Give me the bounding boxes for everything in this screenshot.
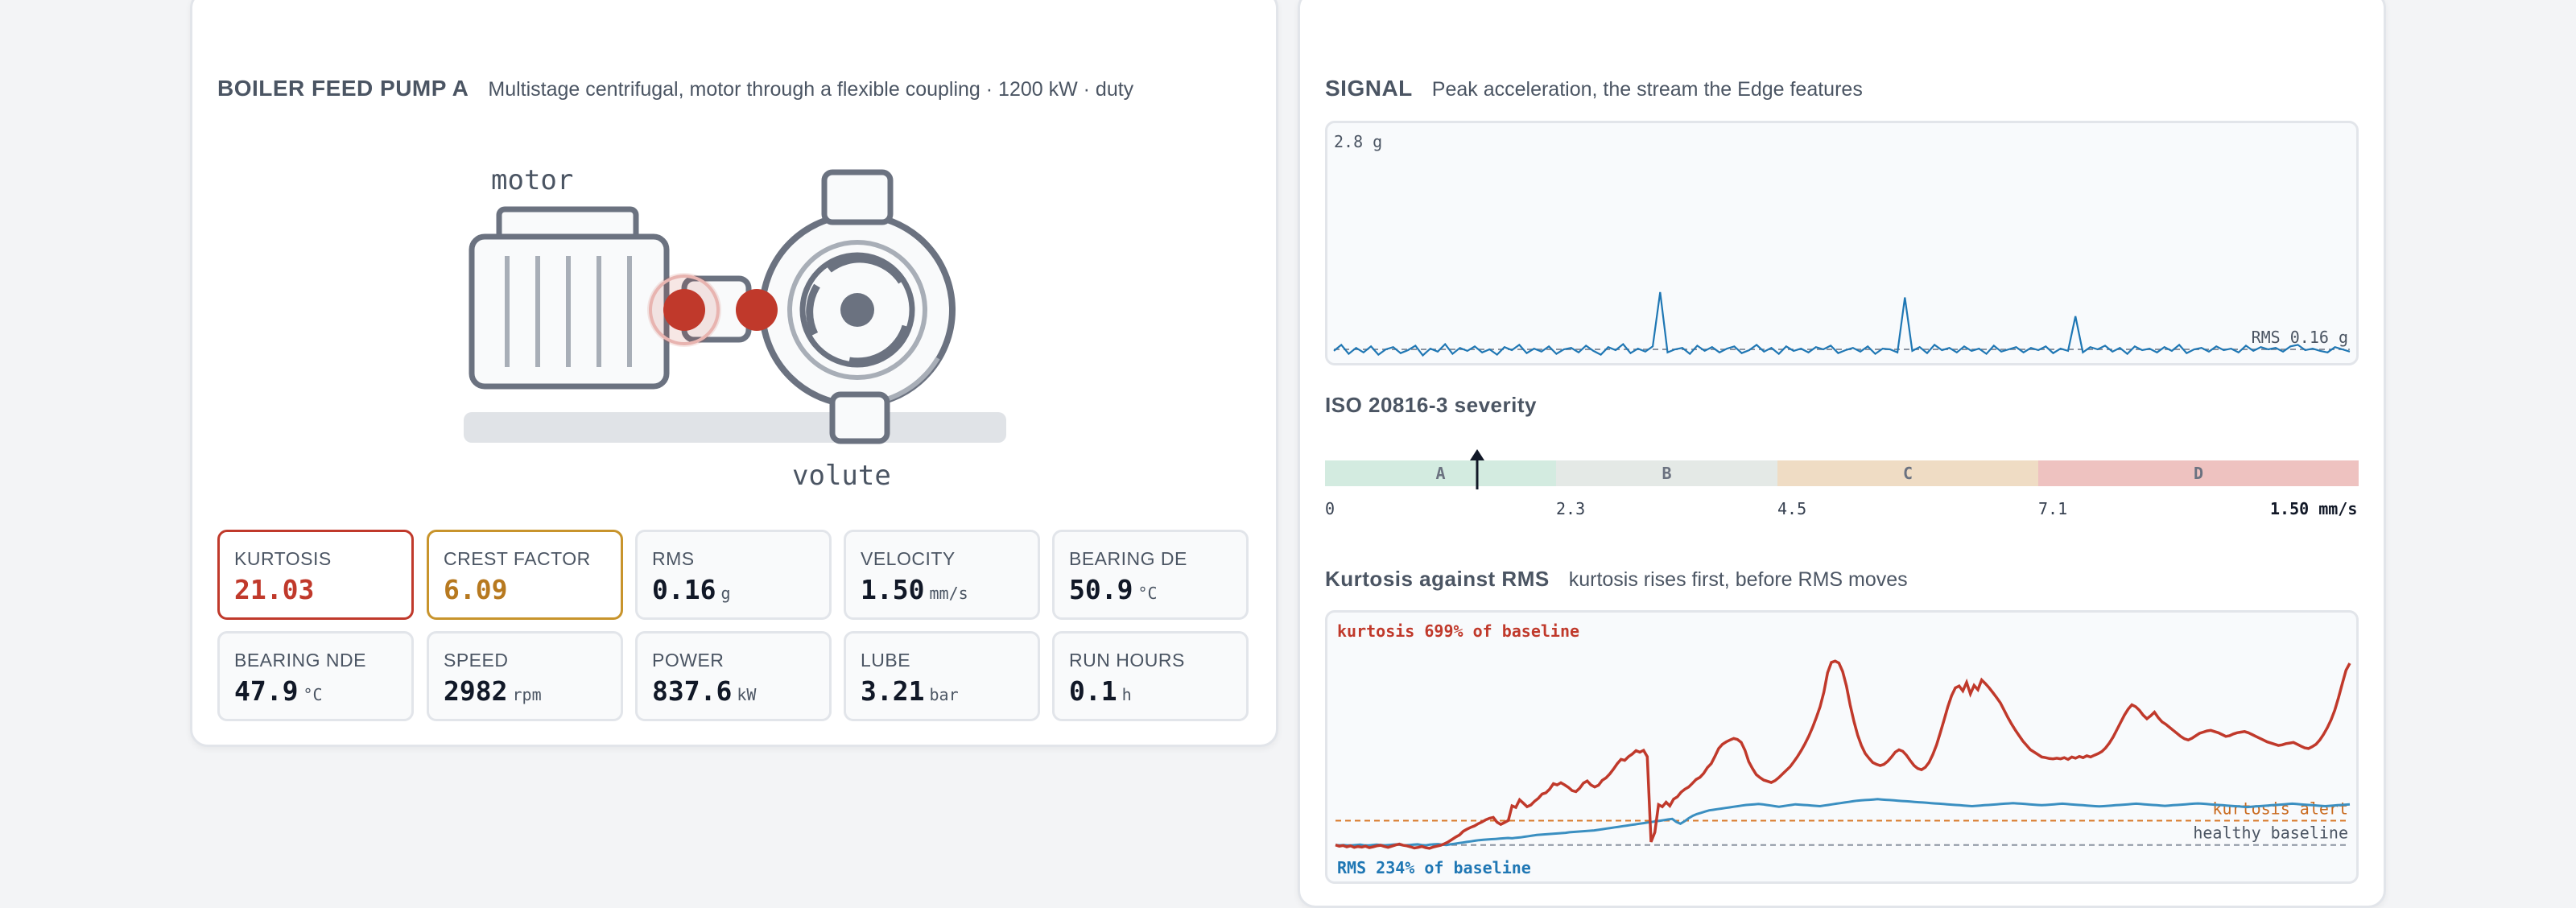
motor-label: motor — [491, 164, 573, 196]
bearing-de-tile[interactable]: BEARING DE 50.9 °C — [1052, 530, 1249, 620]
kurtosis-series-label: kurtosis 699% of baseline — [1337, 621, 1579, 641]
tile-label: BEARING NDE — [234, 650, 366, 671]
tile-unit: g — [720, 584, 731, 603]
bearing-de-hotspot[interactable] — [647, 273, 721, 347]
tile-value: 21.03 — [234, 574, 315, 605]
severity-zone-c: C — [1777, 460, 2038, 486]
tile-value: 6.09 — [444, 574, 508, 605]
trend-subtitle: kurtosis rises first, before RMS moves — [1568, 568, 1908, 591]
tile-label: POWER — [652, 650, 724, 671]
tile-value: 47.9 — [234, 675, 299, 707]
speed-tile[interactable]: SPEED 2982 rpm — [427, 631, 623, 721]
bearing-nde-tile[interactable]: BEARING NDE 47.9 °C — [217, 631, 414, 721]
tile-unit: rpm — [512, 685, 542, 704]
crest-factor-tile[interactable]: CREST FACTOR 6.09 — [427, 530, 623, 620]
pump-volute-icon — [759, 169, 956, 444]
signal-header: SIGNAL Peak acceleration, the stream the… — [1325, 76, 1863, 101]
severity-header: ISO 20816-3 severity — [1325, 393, 1537, 418]
tile-value: 2982 — [444, 675, 508, 707]
tile-label: CREST FACTOR — [444, 548, 591, 569]
signal-ymax-label: 2.8 g — [1334, 132, 1382, 151]
base-plate — [464, 412, 1006, 443]
tile-value: 837.6 — [652, 675, 733, 707]
severity-tick: 7.1 — [2038, 499, 2068, 518]
tile-label: LUBE — [861, 650, 911, 671]
signal-title: SIGNAL — [1325, 76, 1413, 101]
healthy-baseline-label: healthy baseline — [2193, 823, 2348, 843]
power-tile[interactable]: POWER 837.6 kW — [635, 631, 832, 721]
severity-value-label: 1.50 mm/s — [2270, 499, 2358, 518]
lube-tile[interactable]: LUBE 3.21 bar — [844, 631, 1040, 721]
kurtosis-tile[interactable]: KURTOSIS 21.03 — [217, 530, 414, 620]
tile-value: 0.1 — [1069, 675, 1117, 707]
rms-reference-label: RMS 0.16 g — [2252, 328, 2348, 347]
severity-tick: 0 — [1325, 499, 1335, 518]
asset-header: BOILER FEED PUMP A Multistage centrifuga… — [217, 76, 1133, 101]
tile-label: BEARING DE — [1069, 548, 1187, 569]
severity-zone-a: A — [1325, 460, 1556, 486]
tile-value: 3.21 — [861, 675, 925, 707]
severity-tick: 2.3 — [1556, 499, 1586, 518]
rms-trend-line — [1335, 798, 2351, 847]
kurtosis-trend-line — [1335, 659, 2351, 850]
signal-chart: 2.8 g RMS 0.16 g — [1333, 132, 2351, 357]
bearing-nde-hotspot[interactable] — [736, 289, 778, 331]
velocity-tile[interactable]: VELOCITY 1.50 mm/s — [844, 530, 1040, 620]
asset-title: BOILER FEED PUMP A — [217, 76, 469, 101]
tile-label: VELOCITY — [861, 548, 956, 569]
trend-header: Kurtosis against RMS kurtosis rises firs… — [1325, 567, 1908, 592]
tile-value: 1.50 — [861, 574, 925, 605]
trend-plot[interactable]: kurtosis 699% of baseline RMS 234% of ba… — [1325, 610, 2359, 884]
asset-subtitle: Multistage centrifugal, motor through a … — [488, 78, 1134, 101]
tile-unit: mm/s — [929, 584, 968, 603]
tile-unit: bar — [929, 685, 959, 704]
volute-label: volute — [792, 460, 891, 492]
signal-series-line — [1333, 291, 2351, 357]
tile-value: 0.16 — [652, 574, 716, 605]
trend-chart: kurtosis 699% of baseline RMS 234% of ba… — [1335, 621, 2351, 877]
severity-title: ISO 20816-3 severity — [1325, 393, 1537, 417]
tile-label: RMS — [652, 548, 695, 569]
tile-label: SPEED — [444, 650, 509, 671]
tile-unit: °C — [303, 685, 323, 704]
signal-subtitle: Peak acceleration, the stream the Edge f… — [1431, 78, 1863, 101]
tile-label: KURTOSIS — [234, 548, 332, 569]
tile-unit: kW — [737, 685, 757, 704]
tile-unit: h — [1121, 685, 1132, 704]
trend-title: Kurtosis against RMS — [1325, 567, 1550, 591]
pump-diagram: motor volute — [464, 164, 1006, 492]
severity-zone-b: B — [1556, 460, 1777, 486]
tile-unit: °C — [1137, 584, 1158, 603]
severity-tick: 4.5 — [1777, 499, 1807, 518]
signal-plot[interactable]: 2.8 g RMS 0.16 g — [1325, 121, 2359, 365]
severity-zone-d: D — [2038, 460, 2359, 486]
rms-tile[interactable]: RMS 0.16 g — [635, 530, 832, 620]
run-hours-tile[interactable]: RUN HOURS 0.1 h — [1052, 631, 1249, 721]
tile-value: 50.9 — [1069, 574, 1133, 605]
kurtosis-alert-label: kurtosis alert — [2212, 799, 2348, 819]
asset-card — [190, 0, 1278, 747]
motor-icon — [469, 206, 670, 390]
tile-label: RUN HOURS — [1069, 650, 1185, 671]
rms-series-label: RMS 234% of baseline — [1337, 858, 1531, 877]
severity-pointer-icon — [1470, 449, 1484, 489]
